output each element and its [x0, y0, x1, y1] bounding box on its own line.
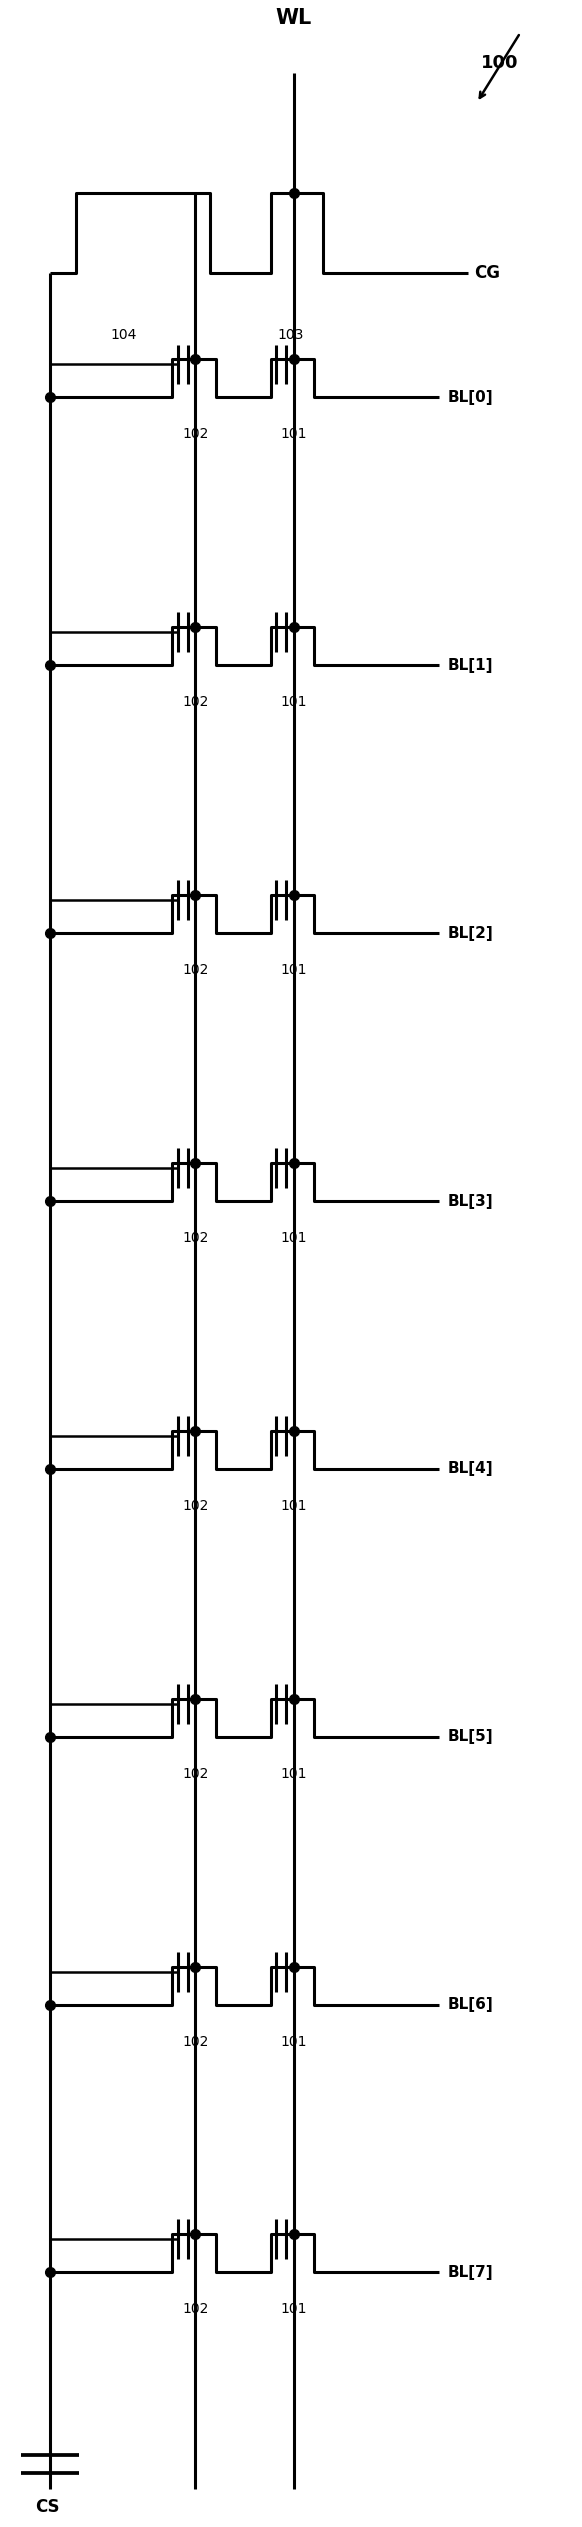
Text: CG: CG — [474, 263, 500, 280]
Text: BL[7]: BL[7] — [448, 2264, 494, 2279]
Text: 101: 101 — [281, 695, 307, 710]
Text: 101: 101 — [281, 2302, 307, 2317]
Text: 102: 102 — [182, 1499, 208, 1514]
Text: 102: 102 — [182, 1231, 208, 1246]
Text: BL[4]: BL[4] — [448, 1461, 494, 1476]
Text: 100: 100 — [481, 53, 519, 71]
Text: 101: 101 — [281, 427, 307, 442]
Text: 103: 103 — [278, 329, 304, 341]
Text: BL[2]: BL[2] — [448, 925, 494, 940]
Text: 101: 101 — [281, 2034, 307, 2049]
Text: 102: 102 — [182, 2302, 208, 2317]
Text: WL: WL — [276, 8, 312, 28]
Text: 101: 101 — [281, 1766, 307, 1782]
Text: BL[3]: BL[3] — [448, 1193, 494, 1208]
Text: BL[6]: BL[6] — [448, 1996, 494, 2011]
Text: 102: 102 — [182, 1766, 208, 1782]
Text: 102: 102 — [182, 695, 208, 710]
Text: 104: 104 — [111, 329, 137, 341]
Text: BL[5]: BL[5] — [448, 1728, 494, 1744]
Text: BL[0]: BL[0] — [448, 389, 494, 404]
Text: 102: 102 — [182, 427, 208, 442]
Text: BL[1]: BL[1] — [448, 657, 494, 672]
Text: 101: 101 — [281, 1231, 307, 1246]
Text: 101: 101 — [281, 963, 307, 978]
Text: 102: 102 — [182, 2034, 208, 2049]
Text: 101: 101 — [281, 1499, 307, 1514]
Text: CS: CS — [35, 2499, 59, 2517]
Text: 102: 102 — [182, 963, 208, 978]
